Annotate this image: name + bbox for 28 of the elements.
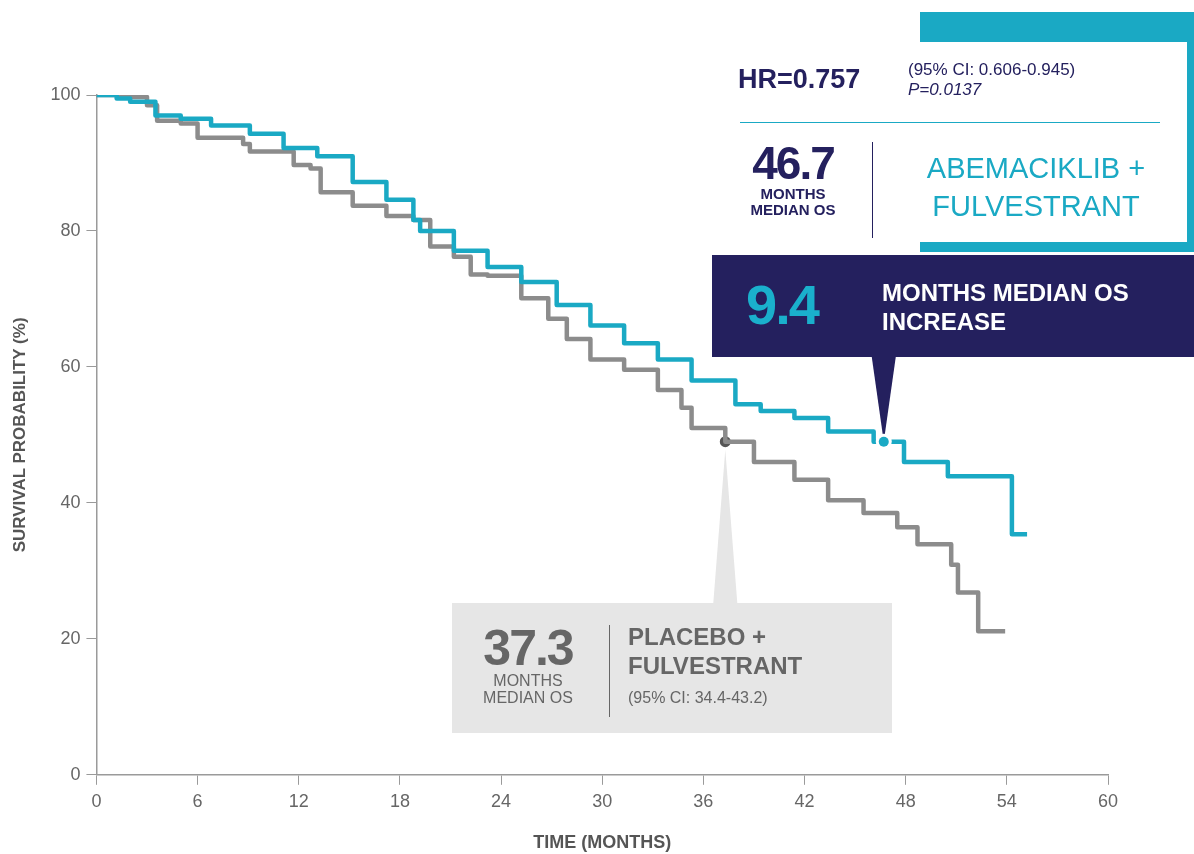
x-tick-label: 24 [491, 790, 512, 811]
y-tick-label: 80 [60, 219, 81, 240]
annotation: 37.3 MONTHS MEDIAN OS [482, 620, 574, 707]
x-tick-label: 42 [794, 790, 815, 811]
y-tick-label: 0 [70, 763, 81, 784]
y-tick-label: 20 [60, 627, 81, 648]
x-tick-label: 6 [192, 790, 203, 811]
annotation: 46.7 MONTHS MEDIAN OS [749, 137, 837, 218]
text: HR=0.757 [738, 64, 861, 95]
x-tick-label: 36 [693, 790, 714, 811]
text: (95% CI: 0.606-0.945) [908, 60, 1076, 79]
y-tick-label: 60 [60, 355, 81, 376]
x-tick-label: 30 [592, 790, 613, 811]
x-tick-label: 12 [288, 790, 309, 811]
y-tick-label: 40 [60, 491, 81, 512]
text: ABEMACIKLIB + FULVESTRANT [925, 151, 1147, 224]
annotation: P=0.0137 [908, 80, 982, 100]
y-axis-title: SURVIVAL PROBABILITY (%) [9, 317, 29, 553]
x-tick-label: 48 [895, 790, 916, 811]
x-axis-title: TIME (MONTHS) [533, 832, 672, 853]
x-tick-label: 18 [389, 790, 410, 811]
x-tick-label: 0 [91, 790, 102, 811]
x-tick-label: 60 [1097, 790, 1119, 811]
text: PLACEBO + FULVESTRANT [628, 623, 804, 681]
annotation: (95% CI: 34.4-43.2) [628, 689, 768, 707]
x-tick-label: 54 [996, 790, 1017, 811]
annotation: 9.4 MONTHS MEDIAN OS INCREASE [746, 273, 1130, 337]
y-tick-label: 100 [50, 83, 81, 104]
